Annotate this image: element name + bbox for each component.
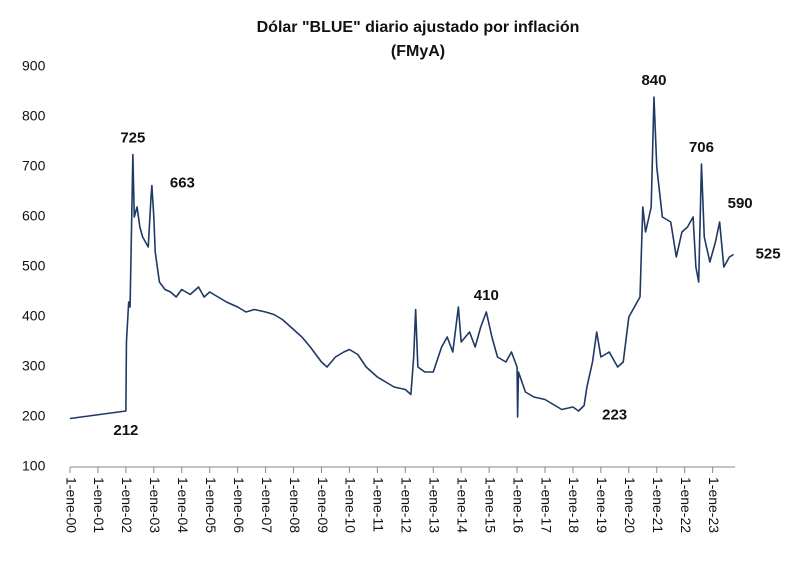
line xyxy=(69,96,735,420)
x-tick-label: 1-ene-20 xyxy=(622,477,638,533)
x-tick-label: 1-ene-15 xyxy=(482,477,498,533)
x-tick-label: 1-ene-22 xyxy=(678,477,694,533)
annotation: 663 xyxy=(170,174,195,191)
annotation: 706 xyxy=(689,139,714,156)
x-tick-label: 1-ene-09 xyxy=(315,477,331,533)
annotation: 840 xyxy=(641,72,666,89)
x-tick-label: 1-ene-02 xyxy=(119,477,135,533)
x-tick-label: 1-ene-16 xyxy=(510,477,526,533)
y-tick-label: 100 xyxy=(22,458,46,474)
annotation: 410 xyxy=(474,287,499,304)
y-tick-label: 300 xyxy=(22,358,46,374)
y-tick-label: 200 xyxy=(22,408,46,424)
annotation: 223 xyxy=(602,406,627,423)
x-tick-label: 1-ene-00 xyxy=(63,477,79,533)
x-tick-label: 1-ene-07 xyxy=(259,477,275,533)
x-tick-label: 1-ene-03 xyxy=(147,477,163,533)
x-tick-label: 1-ene-14 xyxy=(454,477,470,533)
y-tick-label: 500 xyxy=(22,258,46,274)
x-tick-label: 1-ene-01 xyxy=(91,477,107,533)
x-tick-label: 1-ene-04 xyxy=(175,477,191,533)
x-tick-label: 1-ene-11 xyxy=(371,477,387,532)
x-tick-label: 1-ene-13 xyxy=(427,477,443,533)
y-tick-label: 600 xyxy=(22,208,46,224)
annotation: 525 xyxy=(756,245,781,262)
x-tick-label: 1-ene-19 xyxy=(594,477,610,533)
y-tick-label: 900 xyxy=(22,58,46,74)
y-tick-label: 400 xyxy=(22,308,46,324)
x-tick-label: 1-ene-08 xyxy=(287,477,303,533)
annotation: 590 xyxy=(728,195,753,212)
x-tick-label: 1-ene-21 xyxy=(650,477,666,533)
x-tick-label: 1-ene-17 xyxy=(538,477,554,533)
y-tick-label: 700 xyxy=(22,158,46,174)
annotation: 725 xyxy=(120,129,145,146)
y-tick-label: 800 xyxy=(22,108,46,124)
x-tick-label: 1-ene-10 xyxy=(343,477,359,533)
x-tick-label: 1-ene-06 xyxy=(231,477,247,533)
chart-title: Dólar "BLUE" diario ajustado por inflaci… xyxy=(257,19,580,36)
x-tick-label: 1-ene-23 xyxy=(706,477,722,533)
annotation: 212 xyxy=(113,422,138,439)
x-tick-label: 1-ene-18 xyxy=(566,477,582,533)
chart-subtitle: (FMyA) xyxy=(391,43,445,60)
x-tick-label: 1-ene-05 xyxy=(203,477,219,533)
x-tick-label: 1-ene-12 xyxy=(399,477,415,533)
